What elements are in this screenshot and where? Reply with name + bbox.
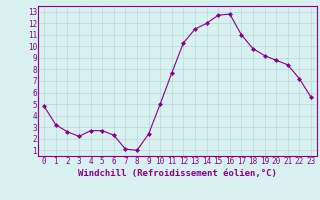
X-axis label: Windchill (Refroidissement éolien,°C): Windchill (Refroidissement éolien,°C): [78, 169, 277, 178]
